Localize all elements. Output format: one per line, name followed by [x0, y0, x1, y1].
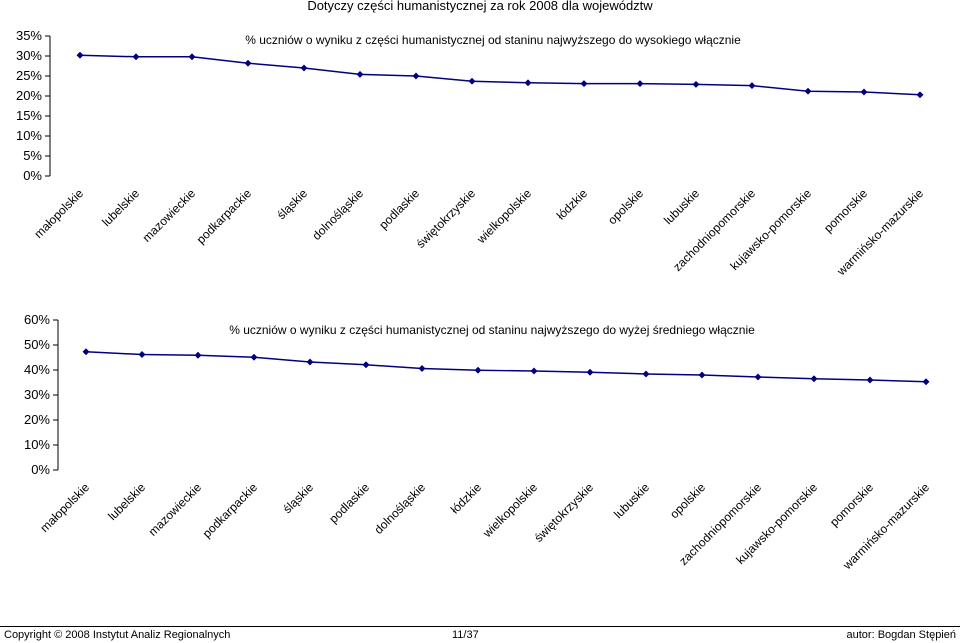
chart-top: 0% 5% 10% 15% 20% 25% 30% 35% % uczniów o wyniku…	[16, 28, 926, 279]
x-category-label: podkarpackie	[200, 480, 261, 541]
x-category-label: opolskie	[667, 480, 708, 521]
x-category-label: lubuskie	[661, 186, 702, 227]
x-category-label: wielkopolskie	[474, 186, 535, 247]
data-point	[356, 70, 364, 78]
data-point	[866, 376, 874, 384]
data-point	[82, 348, 90, 356]
y-tick-label: 60%	[24, 312, 50, 327]
data-point	[76, 51, 84, 59]
x-category-label: łódzkie	[448, 480, 485, 517]
chart-title: % uczniów o wyniku z części humanistyczn…	[229, 323, 755, 337]
data-point	[580, 80, 588, 88]
x-category-label: podkarpackie	[194, 186, 255, 247]
x-category-label: śląskie	[274, 186, 310, 222]
data-point	[916, 91, 924, 99]
footer-copyright: Copyright © 2008 Instytut Analiz Regiona…	[4, 629, 231, 641]
y-tick-label: 15%	[16, 108, 42, 123]
x-category-label: wielkopolskie	[480, 480, 541, 541]
data-point	[300, 64, 308, 72]
x-category-label: mazowieckie	[140, 186, 199, 245]
data-point	[636, 80, 644, 88]
data-point	[922, 378, 930, 386]
data-point	[412, 72, 420, 80]
data-point	[138, 350, 146, 359]
footer: Copyright © 2008 Instytut Analiz Regiona…	[0, 626, 960, 643]
y-tick-label: 20%	[24, 412, 50, 427]
data-point	[530, 367, 538, 375]
x-category-label: pomorskie	[821, 186, 870, 235]
x-category-label: lubuskie	[611, 480, 652, 521]
x-category-label: dolnośląskie	[372, 480, 429, 537]
footer-author: autor: Bogdan Stępień	[846, 629, 956, 641]
y-tick-label: 25%	[16, 68, 42, 83]
series-line	[79, 54, 921, 96]
x-category-label: świętokrzyskie	[532, 480, 597, 545]
x-category-label: podlaskie	[326, 480, 372, 526]
x-category-label: opolskie	[605, 186, 646, 227]
y-tick-label: 0%	[23, 168, 42, 183]
x-category-label: śląskie	[280, 480, 316, 516]
y-tick-label: 5%	[23, 148, 42, 163]
data-point	[748, 82, 756, 90]
series-line	[85, 351, 927, 383]
x-category-label: lubelskie	[99, 186, 142, 229]
data-point	[692, 80, 700, 88]
data-point	[698, 371, 706, 379]
data-point	[524, 79, 532, 87]
data-point	[132, 53, 140, 61]
data-point	[194, 351, 202, 359]
data-point	[804, 87, 812, 95]
chart-title: % uczniów o wyniku z części humanistyczn…	[245, 33, 741, 47]
y-tick-label: 0%	[31, 462, 50, 477]
data-point	[188, 53, 196, 61]
y-tick-label: 50%	[24, 337, 50, 352]
x-category-label: świętokrzyskie	[414, 186, 479, 251]
x-category-label: małopolskie	[37, 480, 92, 535]
data-point	[586, 368, 594, 376]
y-tick-label: 40%	[24, 362, 50, 377]
footer-page-number: 11/37	[452, 629, 479, 641]
chart-bottom: 0% 10% 20% 30% 40% 50% 60% % uczniów o wyniku z…	[24, 312, 932, 573]
x-category-label: lubelskie	[105, 480, 148, 523]
x-category-label: dolnośląskie	[310, 186, 367, 243]
data-point	[754, 373, 762, 381]
x-category-label: podlaskie	[376, 186, 422, 232]
data-point	[306, 358, 314, 366]
data-point	[468, 77, 476, 85]
data-point	[244, 59, 252, 67]
y-tick-label: 10%	[16, 128, 42, 143]
data-point	[418, 364, 426, 373]
x-category-label: pomorskie	[827, 480, 876, 529]
data-point	[810, 375, 818, 383]
data-point	[250, 353, 258, 361]
y-tick-label: 20%	[16, 88, 42, 103]
data-point	[474, 366, 482, 374]
y-tick-label: 10%	[24, 437, 50, 452]
data-point	[642, 370, 650, 378]
y-tick-label: 35%	[16, 28, 42, 43]
y-tick-label: 30%	[24, 387, 50, 402]
page-title: Dotyczy części humanistycznej za rok 200…	[307, 0, 653, 13]
x-category-label: mazowieckie	[146, 480, 205, 539]
x-category-label: małopolskie	[31, 186, 86, 241]
x-category-label: łódzkie	[554, 186, 591, 223]
data-point	[362, 361, 370, 369]
data-point	[860, 88, 868, 96]
y-tick-label: 30%	[16, 48, 42, 63]
